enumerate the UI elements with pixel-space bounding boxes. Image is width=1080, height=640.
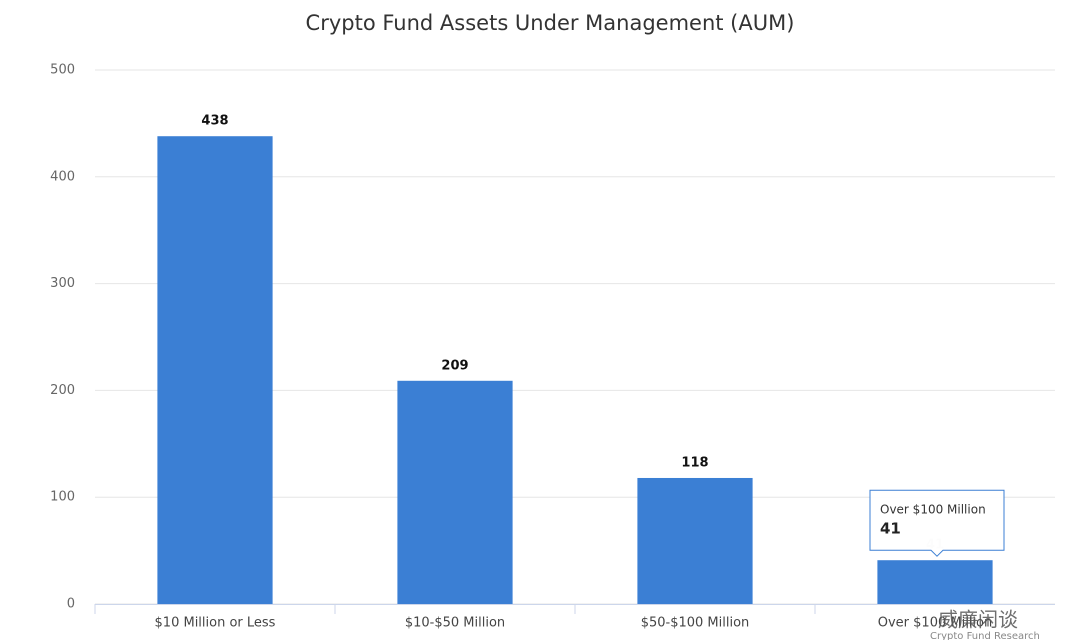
tooltip-value: 41: [880, 520, 901, 538]
data-label: 438: [201, 114, 228, 129]
bar: [637, 477, 753, 604]
y-tick-label: 0: [67, 597, 75, 612]
y-tick-label: 300: [50, 276, 75, 291]
y-tick-label: 500: [50, 63, 75, 78]
x-tick-label: $10-$50 Million: [405, 616, 505, 631]
bar: [877, 560, 993, 604]
x-tick-label: Over $100 Million: [878, 616, 992, 631]
x-tick-label: $10 Million or Less: [155, 616, 276, 631]
chart-title: Crypto Fund Assets Under Management (AUM…: [306, 11, 795, 35]
bar: [157, 136, 273, 604]
y-tick-label: 100: [50, 490, 75, 505]
y-tick-label: 400: [50, 169, 75, 184]
tooltip: Over $100 Million 41: [869, 489, 1005, 557]
watermark: 威廉闲谈: [938, 608, 1018, 632]
tooltip-box: [869, 489, 1005, 557]
tooltip-category: Over $100 Million: [880, 503, 986, 517]
bar: [397, 380, 513, 604]
source: Crypto Fund Research: [930, 631, 1040, 640]
y-tick-label: 200: [50, 383, 75, 398]
data-label: 209: [441, 358, 468, 373]
data-label: 118: [681, 455, 708, 470]
x-tick-label: $50-$100 Million: [641, 616, 750, 631]
